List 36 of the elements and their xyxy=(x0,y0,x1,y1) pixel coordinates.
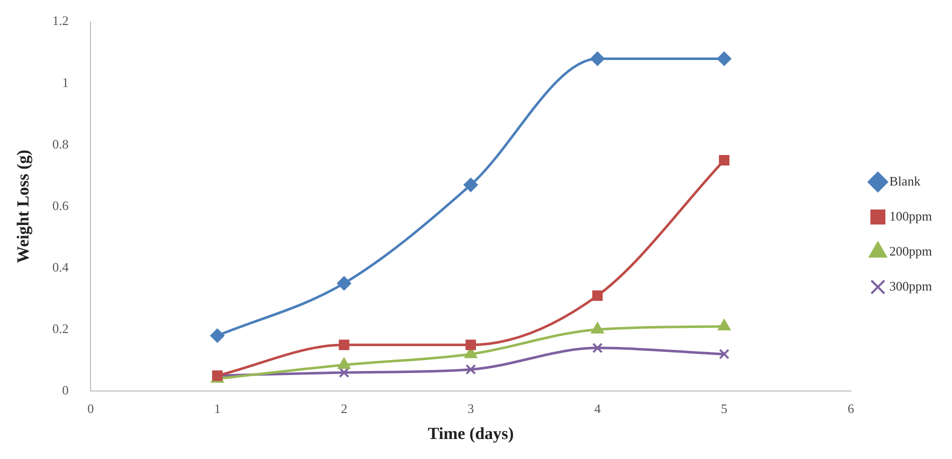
point xyxy=(718,319,730,330)
y-axis-title: Weight Loss (g) xyxy=(14,150,33,264)
point xyxy=(210,328,224,343)
point xyxy=(338,358,350,369)
point xyxy=(592,342,603,354)
y-tick-label: 0.2 xyxy=(52,320,69,336)
point xyxy=(717,52,732,66)
x-tick-label: 2 xyxy=(340,401,348,416)
point xyxy=(718,155,730,166)
point xyxy=(466,364,476,375)
point xyxy=(590,52,604,66)
y-tick-label: 0.6 xyxy=(52,198,70,213)
point xyxy=(466,340,476,350)
y-tick-label: 0.8 xyxy=(52,136,69,152)
x-tick-label: 0 xyxy=(87,401,94,416)
point xyxy=(337,276,352,290)
x-tick-label: 3 xyxy=(468,401,474,416)
x-tick-label: 6 xyxy=(848,401,855,416)
x-tick-label: 4 xyxy=(594,401,602,416)
y-tick-label: 0 xyxy=(62,382,69,398)
legend-label: Blank xyxy=(889,173,921,188)
point xyxy=(718,348,730,360)
legend-label: 100ppm xyxy=(889,208,932,224)
point xyxy=(464,178,478,192)
point xyxy=(591,322,604,334)
legend-label: 200ppm xyxy=(889,243,932,258)
point xyxy=(338,340,350,350)
y-tick-label: 1.2 xyxy=(52,13,69,28)
x-axis-title: Time (days) xyxy=(428,424,514,444)
point xyxy=(338,367,350,378)
x-tick-label: 1 xyxy=(214,401,221,416)
y-tick-label: 0.4 xyxy=(52,259,70,274)
point xyxy=(592,290,603,301)
x-tick-label: 5 xyxy=(720,401,728,416)
y-tick-label: 1 xyxy=(62,74,69,90)
legend-label: 300ppm xyxy=(889,278,932,294)
